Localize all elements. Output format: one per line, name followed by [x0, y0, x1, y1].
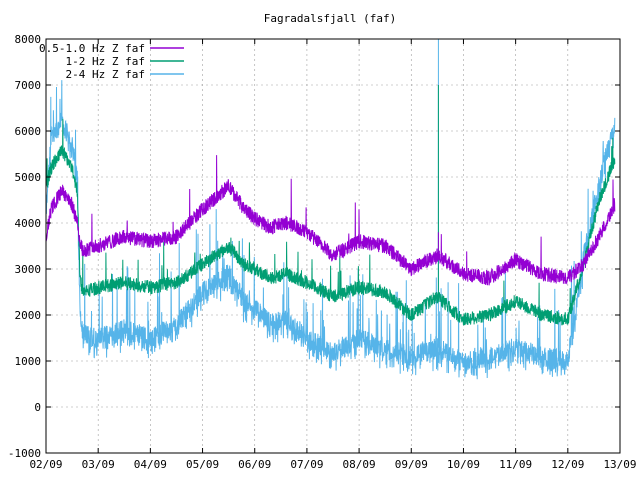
- chart-title: Fagradalsfjall (faf): [264, 12, 396, 25]
- y-tick-label: 7000: [15, 79, 42, 92]
- y-tick-label: 6000: [15, 125, 42, 138]
- y-tick-label: 0: [34, 401, 41, 414]
- legend-label: 0.5-1.0 Hz Z faf: [39, 42, 145, 55]
- y-tick-label: 5000: [15, 171, 42, 184]
- x-tick-label: 07/09: [290, 458, 323, 471]
- x-tick-label: 13/09: [603, 458, 636, 471]
- y-tick-label: 3000: [15, 263, 42, 276]
- y-tick-label: -1000: [8, 447, 41, 460]
- x-tick-label: 03/09: [82, 458, 115, 471]
- y-tick-label: 2000: [15, 309, 42, 322]
- x-tick-label: 05/09: [186, 458, 219, 471]
- series-line-1: [45, 85, 616, 326]
- series-line-2: [45, 39, 616, 380]
- y-tick-label: 4000: [15, 217, 42, 230]
- legend-label: 2-4 Hz Z faf: [66, 68, 145, 81]
- series-line-0: [45, 155, 616, 286]
- x-tick-label: 12/09: [551, 458, 584, 471]
- x-tick-label: 10/09: [447, 458, 480, 471]
- x-tick-label: 02/09: [29, 458, 62, 471]
- series-layer: [45, 39, 616, 380]
- y-tick-label: 1000: [15, 355, 42, 368]
- ticks: -1000 0 1000 2000 3000 4000 5000 6000 7000 8000 02…: [8, 33, 637, 471]
- x-tick-label: 06/09: [238, 458, 271, 471]
- x-tick-label: 09/09: [395, 458, 428, 471]
- y-tick-label: 8000: [15, 33, 42, 46]
- x-tick-label: 04/09: [134, 458, 167, 471]
- plot-frame: [45, 38, 621, 454]
- grid: [46, 39, 620, 453]
- x-tick-label: 11/09: [499, 458, 532, 471]
- legend-label: 1-2 Hz Z faf: [66, 55, 145, 68]
- x-tick-label: 08/09: [343, 458, 376, 471]
